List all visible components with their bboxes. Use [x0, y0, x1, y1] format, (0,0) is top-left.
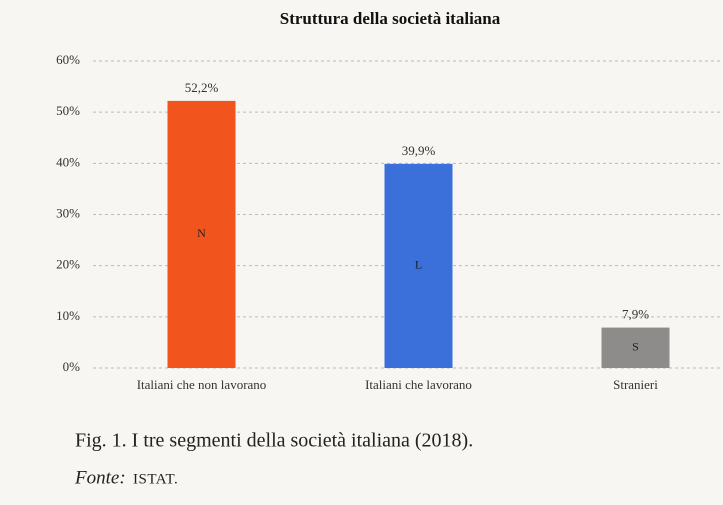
y-tick-label: 0% [63, 359, 81, 374]
x-tick-label: Stranieri [613, 377, 658, 392]
y-tick-label: 30% [56, 205, 80, 220]
y-tick-label: 20% [56, 257, 80, 272]
value-label: 39,9% [402, 143, 436, 158]
bar [601, 327, 670, 368]
bar [167, 100, 236, 368]
y-tick-label: 60% [56, 52, 80, 67]
y-tick-label: 10% [56, 308, 80, 323]
caption: Fig. 1. I tre segmenti della società ita… [75, 430, 473, 452]
chart-title: Struttura della società italiana [280, 9, 501, 28]
bar-letter: S [632, 340, 639, 354]
value-label: 7,9% [622, 307, 649, 322]
source-label: Fonte: [74, 467, 126, 488]
y-tick-label: 40% [56, 154, 80, 169]
x-tick-label: Italiani che non lavorano [137, 377, 267, 392]
bar-letter: L [415, 258, 422, 272]
x-tick-label: Italiani che lavorano [365, 377, 472, 392]
bar [384, 163, 453, 368]
bar-letter: N [197, 226, 206, 240]
value-label: 52,2% [185, 80, 219, 95]
y-tick-label: 50% [56, 103, 80, 118]
source: ISTAT. [133, 471, 178, 487]
